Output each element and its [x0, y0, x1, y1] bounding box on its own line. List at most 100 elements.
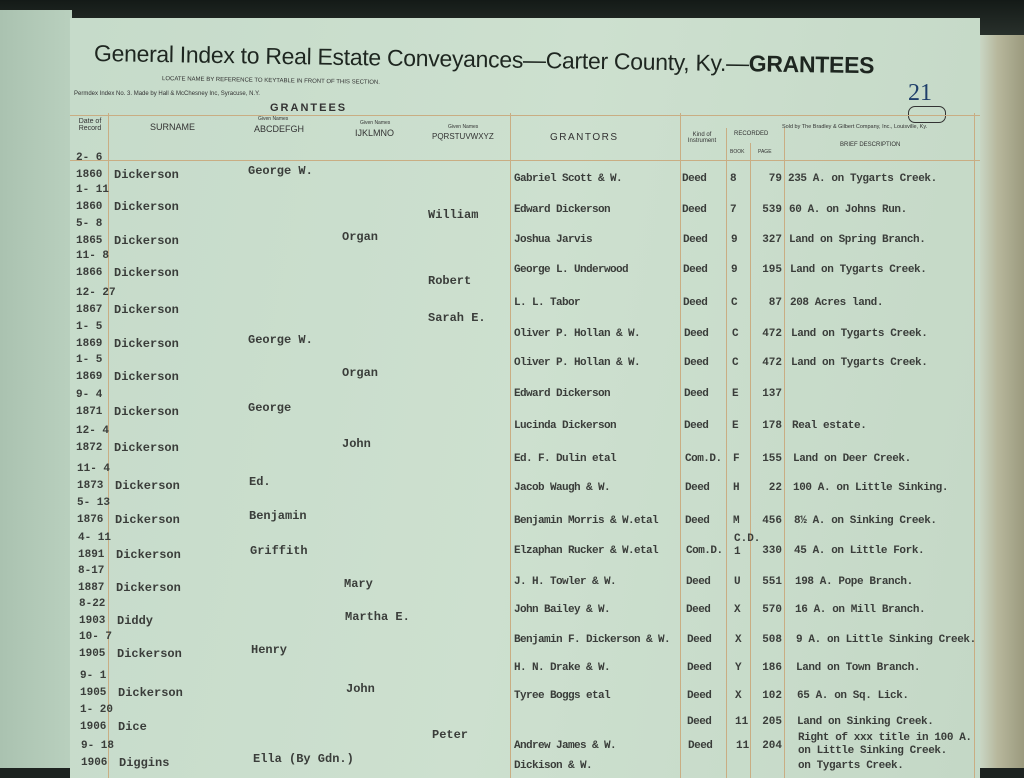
- instrument-kind: Deed: [687, 662, 712, 674]
- record-page: 195: [762, 264, 782, 276]
- seller-note: Sold by The Bradley & Gilbert Company, I…: [782, 124, 928, 130]
- record-date: 10- 7: [79, 631, 113, 643]
- grantee-surname: Dickerson: [116, 581, 181, 595]
- grantees-header: GRANTEES: [270, 102, 348, 114]
- instrument-kind: Deed: [687, 690, 712, 702]
- grantor-name: Ed. F. Dulin etal: [514, 453, 617, 465]
- grantee-given-name: Benjamin: [249, 509, 307, 523]
- instrument-kind: Com.D.: [686, 545, 723, 557]
- record-page: 456: [762, 515, 782, 527]
- brief-description: Land on Sinking Creek.: [797, 716, 934, 728]
- instrument-kind: Deed: [687, 716, 712, 728]
- brief-description: 235 A. on Tygarts Creek.: [788, 173, 937, 185]
- grantee-given-name: Robert: [428, 274, 472, 288]
- record-year: 1867: [76, 304, 103, 316]
- brief-description: Real estate.: [792, 420, 867, 432]
- grantor-name: Edward Dickerson: [514, 204, 611, 216]
- brief-description: 16 A. on Mill Branch.: [795, 604, 926, 616]
- brief-description: on Tygarts Creek.: [798, 760, 904, 772]
- title-main: General Index to Real Estate Conveyances…: [93, 40, 749, 77]
- record-page: 178: [762, 420, 782, 432]
- record-book: X: [734, 604, 741, 616]
- record-date: 12- 27: [76, 287, 116, 299]
- record-year: 1869: [76, 371, 103, 383]
- record-book: 7: [730, 204, 737, 216]
- grantor-name: Edward Dickerson: [514, 388, 611, 400]
- record-book: C.D. 1: [734, 533, 761, 558]
- grantee-surname: Dickerson: [118, 686, 183, 700]
- grantee-surname: Dickerson: [114, 168, 179, 182]
- record-date: 5- 8: [76, 218, 103, 230]
- record-book: M: [733, 515, 740, 527]
- grantee-surname: Dice: [118, 720, 147, 734]
- record-year: 1887: [78, 582, 105, 594]
- record-page: 330: [762, 545, 782, 557]
- grantee-surname: Dickerson: [115, 479, 180, 493]
- record-page: 205: [762, 716, 782, 728]
- record-page: 327: [762, 234, 782, 246]
- page-number-box: [908, 106, 946, 123]
- record-date: 5- 13: [77, 497, 111, 509]
- grantor-name: Dickison & W.: [514, 760, 593, 772]
- grantee-surname: Dickerson: [116, 548, 181, 562]
- grantor-name: Oliver P. Hollan & W.: [514, 328, 641, 340]
- grantee-surname: Dickerson: [115, 513, 180, 527]
- record-page: 551: [762, 576, 782, 588]
- record-year: 1903: [79, 615, 106, 627]
- rule: [750, 143, 751, 778]
- grantor-name: J. H. Towler & W.: [514, 576, 617, 588]
- brief-description: 198 A. Pope Branch.: [795, 576, 913, 588]
- grantee-surname: Diddy: [117, 614, 154, 628]
- grantor-name: Oliver P. Hollan & W.: [514, 357, 641, 369]
- page-number: 21: [908, 80, 932, 106]
- grantee-surname: Dickerson: [114, 405, 179, 419]
- grantee-surname: Dickerson: [114, 303, 179, 317]
- grantee-surname: Dickerson: [117, 647, 182, 661]
- record-page: 79: [768, 173, 782, 185]
- instrument-kind: Deed: [685, 482, 710, 494]
- record-page: 155: [762, 453, 782, 465]
- record-book: E: [732, 420, 739, 432]
- surname-header: SURNAME: [150, 122, 196, 132]
- record-year: 1876: [77, 514, 104, 526]
- kind-header: Kind of Instrument: [687, 132, 717, 144]
- rule: [70, 115, 980, 116]
- record-date: 1- 11: [76, 184, 110, 196]
- record-book: 11: [736, 740, 750, 752]
- instrument-kind: Deed: [684, 328, 709, 340]
- brief-description: 8½ A. on Sinking Creek.: [794, 515, 937, 527]
- grantee-given-name: Henry: [251, 643, 288, 657]
- rule: [108, 113, 109, 778]
- record-page: 204: [762, 740, 782, 752]
- grantee-given-name: Martha E.: [345, 610, 410, 624]
- record-book: E: [732, 388, 739, 400]
- instrument-kind: Deed: [688, 740, 713, 752]
- grantor-name: L. L. Tabor: [514, 297, 581, 309]
- record-date: 8-17: [78, 565, 105, 577]
- grantee-given-name: John: [346, 682, 375, 696]
- instrument-kind: Deed: [682, 173, 707, 185]
- instrument-kind: Deed: [684, 420, 709, 432]
- brief-description: Right of xxx title in 100 A. on Little S…: [798, 732, 972, 757]
- page-title: General Index to Real Estate Conveyances…: [94, 40, 875, 79]
- record-book: 9: [731, 264, 738, 276]
- instrument-kind: Deed: [682, 204, 707, 216]
- book-header: BOOK: [730, 149, 745, 155]
- grantee-given-name: Griffith: [250, 544, 308, 558]
- brief-description: Land on Deer Creek.: [793, 453, 911, 465]
- rule: [726, 128, 727, 778]
- book-edge: [980, 35, 1024, 768]
- record-book: X: [735, 634, 742, 646]
- grantee-surname: Dickerson: [114, 234, 179, 248]
- record-book: C: [732, 357, 739, 369]
- record-year: 1905: [79, 648, 106, 660]
- grantee-surname: Dickerson: [114, 200, 179, 214]
- grantee-given-name: George W.: [248, 164, 313, 178]
- instrument-kind: Deed: [684, 357, 709, 369]
- grantor-name: Joshua Jarvis: [514, 234, 593, 246]
- brief-description: Land on Tygarts Creek.: [791, 328, 928, 340]
- ledger-page: General Index to Real Estate Conveyances…: [70, 18, 980, 778]
- instrument-kind: Com.D.: [685, 453, 722, 465]
- brief-description: 9 A. on Little Sinking Creek.: [796, 634, 976, 646]
- record-year: 1871: [76, 406, 103, 418]
